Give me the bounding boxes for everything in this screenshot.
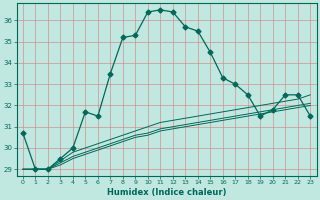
X-axis label: Humidex (Indice chaleur): Humidex (Indice chaleur) bbox=[107, 188, 226, 197]
